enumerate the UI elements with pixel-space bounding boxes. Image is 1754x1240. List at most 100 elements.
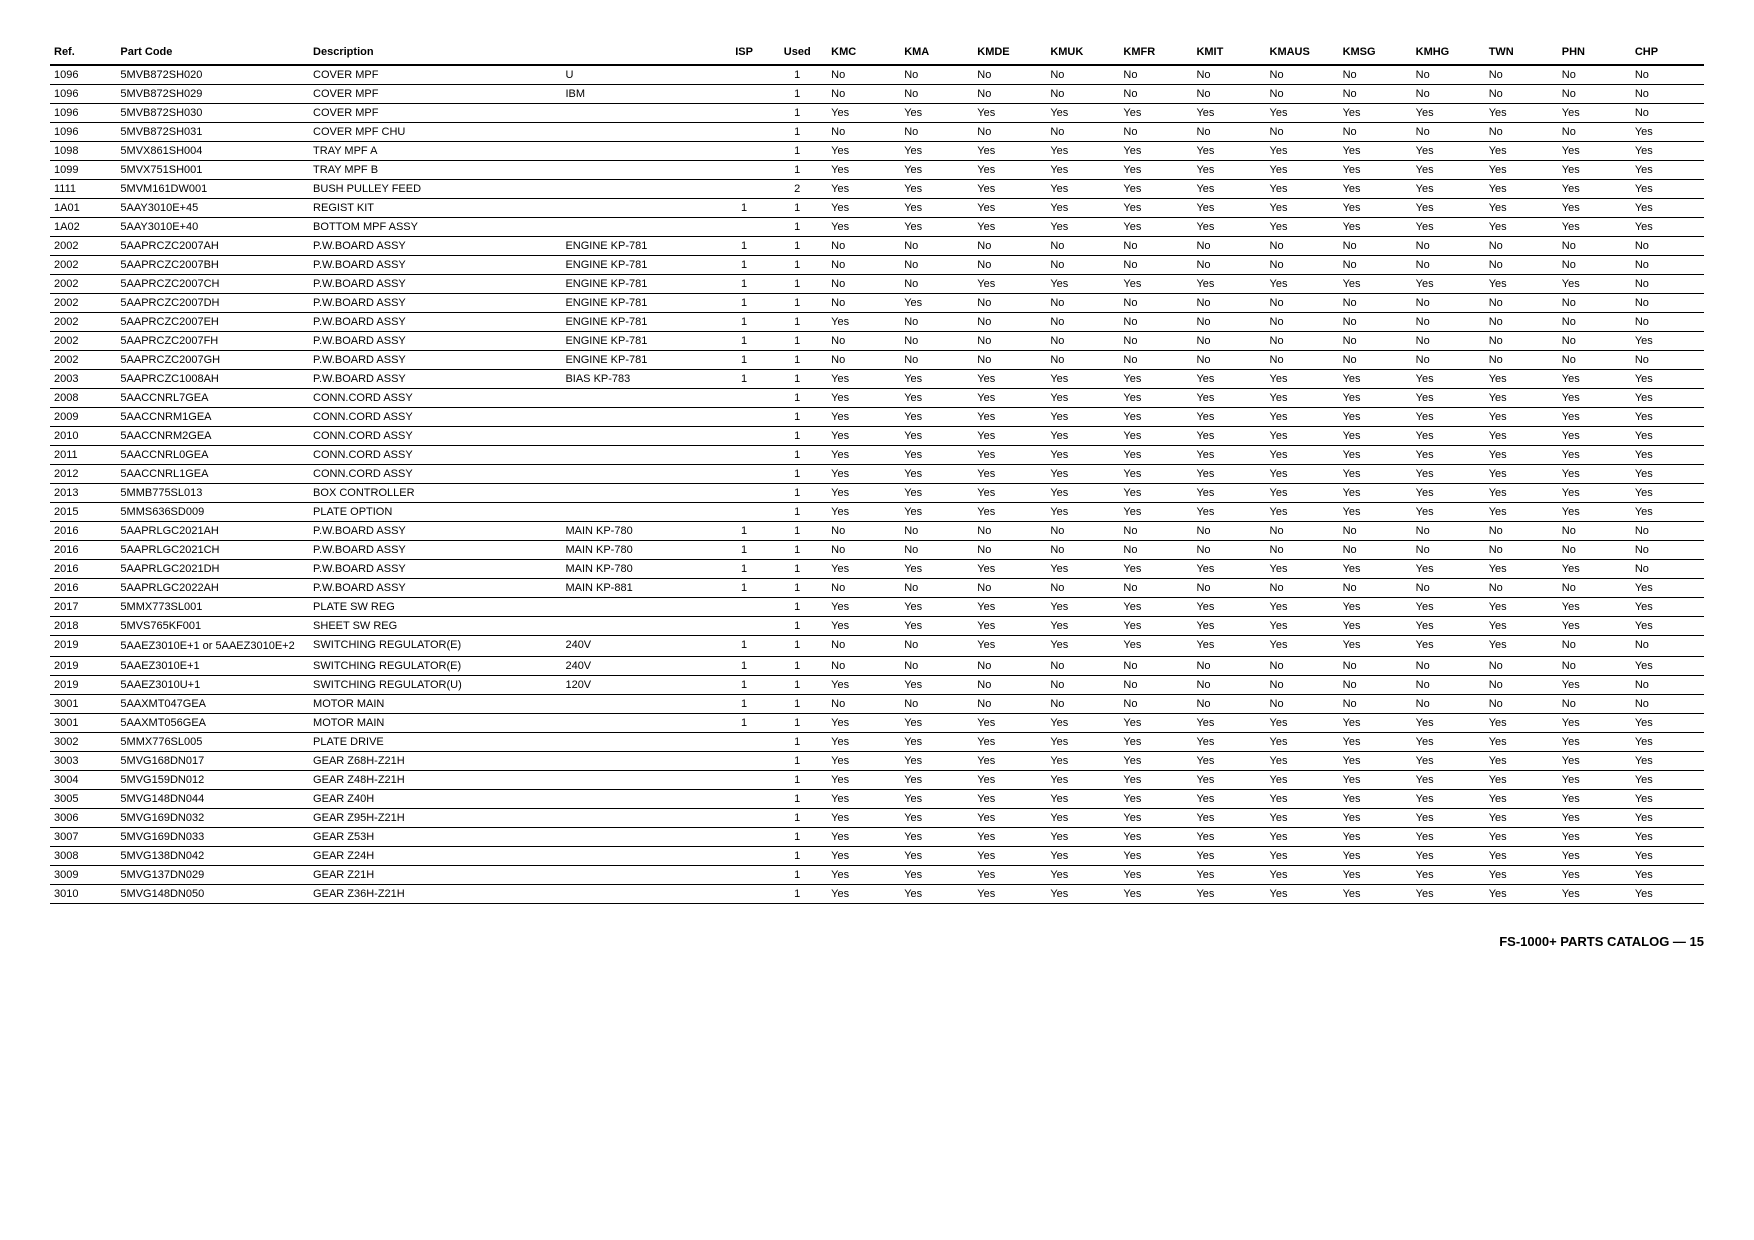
table-cell: 2009 [50, 408, 116, 427]
table-row: 30035MVG168DN017GEAR Z68H-Z21H1YesYesYes… [50, 752, 1704, 771]
table-cell: Yes [1485, 199, 1558, 218]
table-cell: Yes [900, 161, 973, 180]
table-cell: GEAR Z95H-Z21H [309, 809, 561, 828]
table-cell: Yes [1485, 866, 1558, 885]
table-cell: 1 [721, 294, 767, 313]
column-header: KMDE [973, 40, 1046, 65]
table-cell: Yes [1485, 828, 1558, 847]
column-header: Part Code [116, 40, 309, 65]
table-row: 20115AACCNRL0GEACONN.CORD ASSY1YesYesYes… [50, 446, 1704, 465]
table-cell: 1 [767, 85, 827, 104]
table-cell: Yes [973, 617, 1046, 636]
table-cell: 5MMB775SL013 [116, 484, 309, 503]
table-cell: Yes [1485, 560, 1558, 579]
table-cell: 2003 [50, 370, 116, 389]
table-cell [561, 598, 720, 617]
table-cell: Yes [1046, 636, 1119, 657]
table-cell: Yes [1192, 142, 1265, 161]
table-cell: No [1046, 85, 1119, 104]
table-cell: No [827, 579, 900, 598]
table-cell: 5MVB872SH029 [116, 85, 309, 104]
table-cell: 3001 [50, 695, 116, 714]
table-cell: Yes [973, 847, 1046, 866]
table-cell: No [1631, 541, 1704, 560]
table-cell: No [1266, 351, 1339, 370]
table-cell: 5AAEZ3010E+1 or 5AAEZ3010E+2 [116, 636, 309, 657]
table-cell: No [1119, 294, 1192, 313]
table-cell: 2002 [50, 351, 116, 370]
table-cell: Yes [1046, 885, 1119, 904]
table-cell: Yes [1631, 199, 1704, 218]
table-cell: Yes [1631, 771, 1704, 790]
column-header: Used [767, 40, 827, 65]
table-cell: Yes [1266, 771, 1339, 790]
parts-table: Ref.Part CodeDescriptionISPUsedKMCKMAKMD… [50, 40, 1704, 904]
table-cell [721, 180, 767, 199]
table-cell: Yes [1558, 809, 1631, 828]
table-cell: Yes [1192, 389, 1265, 408]
table-cell: No [1192, 695, 1265, 714]
table-cell: Yes [973, 752, 1046, 771]
table-cell: Yes [1266, 866, 1339, 885]
table-cell: No [827, 657, 900, 676]
table-cell: U [561, 65, 720, 85]
table-cell: Yes [1412, 389, 1485, 408]
table-cell: Yes [827, 484, 900, 503]
table-cell: Yes [1558, 598, 1631, 617]
table-cell: Yes [1119, 408, 1192, 427]
table-cell: 1 [721, 199, 767, 218]
table-cell: Yes [827, 733, 900, 752]
table-cell: No [1339, 313, 1412, 332]
table-cell: Yes [1046, 617, 1119, 636]
table-cell: 1 [767, 199, 827, 218]
table-cell: Yes [1339, 617, 1412, 636]
table-cell: Yes [1046, 503, 1119, 522]
table-cell: Yes [1631, 790, 1704, 809]
table-cell: No [900, 541, 973, 560]
table-cell: Yes [1339, 714, 1412, 733]
table-cell: Yes [1192, 465, 1265, 484]
table-cell: Yes [1046, 180, 1119, 199]
table-cell: Yes [827, 389, 900, 408]
table-cell: Yes [1266, 560, 1339, 579]
table-cell: Yes [1558, 484, 1631, 503]
table-cell: 1 [767, 617, 827, 636]
table-cell: 1 [767, 389, 827, 408]
table-cell: Yes [1412, 180, 1485, 199]
table-cell: No [1339, 256, 1412, 275]
table-cell: Yes [1485, 104, 1558, 123]
table-cell: Yes [1631, 161, 1704, 180]
table-cell: No [1046, 351, 1119, 370]
table-cell: No [1339, 294, 1412, 313]
table-cell: No [1631, 237, 1704, 256]
table-cell: No [1412, 332, 1485, 351]
table-cell: Yes [1485, 714, 1558, 733]
table-cell [721, 142, 767, 161]
table-cell: No [900, 522, 973, 541]
table-cell: Yes [1119, 885, 1192, 904]
table-cell: 5MVG138DN042 [116, 847, 309, 866]
table-cell: 2018 [50, 617, 116, 636]
table-cell: Yes [1046, 370, 1119, 389]
table-cell: Yes [973, 598, 1046, 617]
table-cell: Yes [973, 828, 1046, 847]
table-cell: No [900, 332, 973, 351]
table-cell: 1 [767, 408, 827, 427]
table-cell: 1 [721, 560, 767, 579]
table-cell: 2002 [50, 294, 116, 313]
table-cell: 5MVG137DN029 [116, 866, 309, 885]
table-cell: 1 [767, 541, 827, 560]
table-cell: 1096 [50, 65, 116, 85]
table-cell: No [1412, 579, 1485, 598]
table-cell: No [1412, 695, 1485, 714]
table-row: 30055MVG148DN044GEAR Z40H1YesYesYesYesYe… [50, 790, 1704, 809]
table-cell: Yes [1558, 676, 1631, 695]
table-cell [561, 617, 720, 636]
table-cell: Yes [1558, 752, 1631, 771]
table-cell: No [973, 351, 1046, 370]
table-cell: 5AAPRLGC2021AH [116, 522, 309, 541]
table-cell: Yes [827, 866, 900, 885]
table-cell: Yes [973, 771, 1046, 790]
table-cell: No [1339, 541, 1412, 560]
table-row: 10965MVB872SH030COVER MPF1YesYesYesYesYe… [50, 104, 1704, 123]
